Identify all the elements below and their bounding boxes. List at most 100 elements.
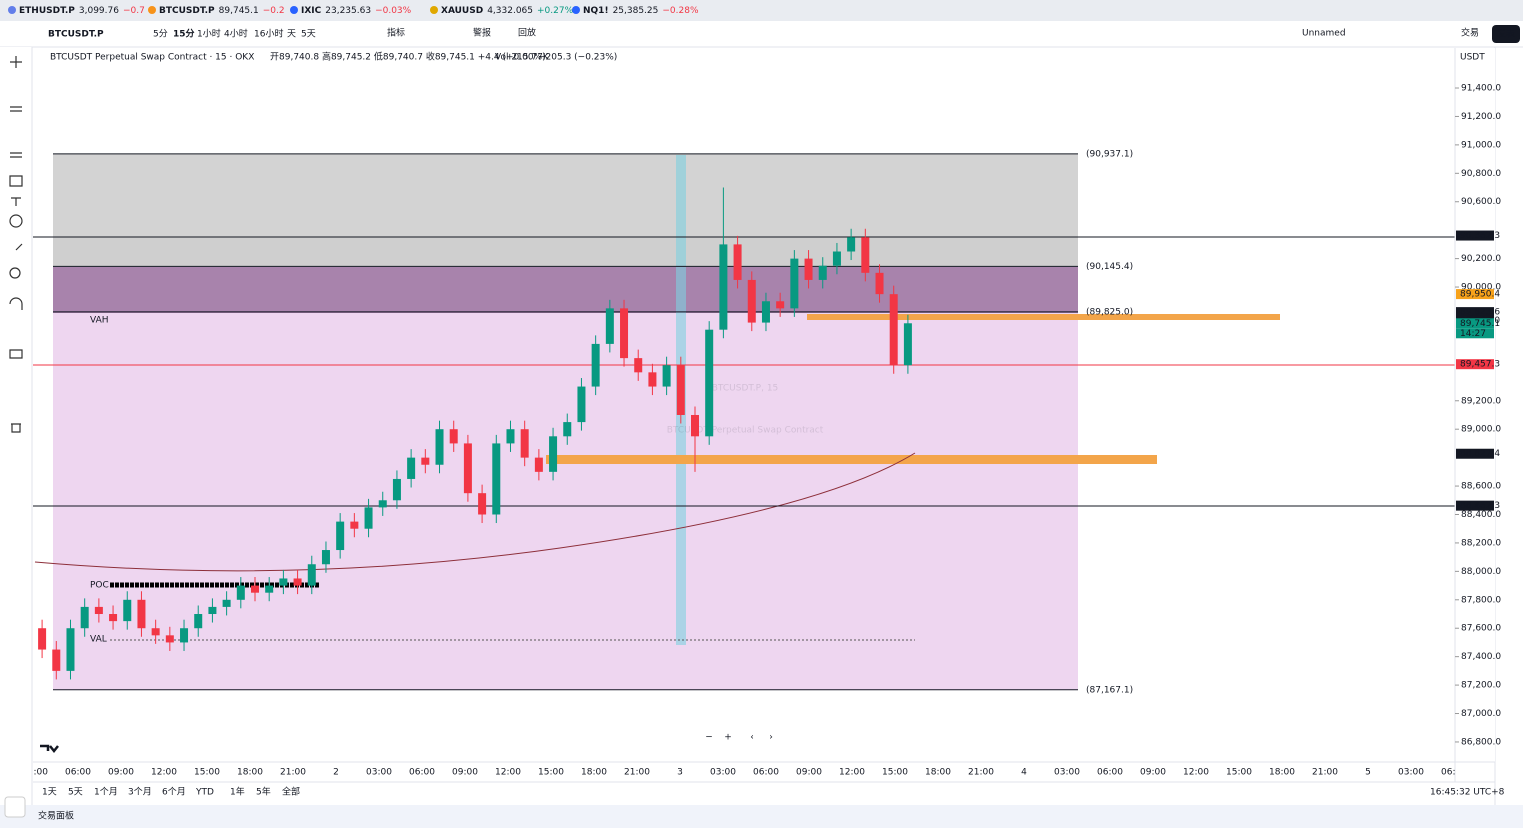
y-tick-label: 88,400.0 xyxy=(1461,510,1501,520)
tab-price: 23,235.63 xyxy=(325,6,371,16)
range-button[interactable]: 1个月 xyxy=(94,787,118,798)
interval[interactable]: 15分 xyxy=(173,28,195,40)
zoom-tool[interactable] xyxy=(9,267,21,279)
x-tick-label: 03:00 xyxy=(710,768,736,778)
tab-bar xyxy=(0,0,1523,21)
watermark-sub: BTCUSDT Perpetual Swap Contract xyxy=(667,426,824,436)
y-tick-label: 90,600.0 xyxy=(1461,197,1501,207)
volume: Vol 215.77K xyxy=(495,53,550,63)
interval[interactable]: 1小时 xyxy=(197,28,221,40)
price-badge-label: 89,457.3 xyxy=(1460,360,1500,370)
x-tick-label: 09:00 xyxy=(452,768,478,778)
x-tick-label: 15:00 xyxy=(1226,768,1252,778)
publish-button[interactable] xyxy=(1492,25,1520,43)
x-tick-label: 12:00 xyxy=(1183,768,1209,778)
emoji-tool[interactable] xyxy=(9,214,23,228)
tab-price: 4,332.065 xyxy=(487,6,533,16)
x-tick-label: 21:00 xyxy=(1312,768,1338,778)
x-tick-label: 03:00 xyxy=(22,768,48,778)
candle-body xyxy=(832,251,841,266)
tab-symbol: BTCUSDT.P xyxy=(159,6,215,16)
panel-tab[interactable]: 交易面板 xyxy=(38,810,74,822)
x-tick-label: 18:00 xyxy=(237,768,263,778)
publish[interactable]: 发表 xyxy=(1497,28,1515,40)
y-tick-label: 90,800.0 xyxy=(1461,169,1501,179)
tool-icons[interactable] xyxy=(9,56,23,251)
symbol-search[interactable]: BTCUSDT.P xyxy=(48,30,104,40)
candle-body xyxy=(52,649,61,671)
watermark: BTCUSDT.P, 15 xyxy=(712,384,779,394)
range-button[interactable]: 3个月 xyxy=(128,787,152,798)
candle-body xyxy=(265,585,274,593)
alerts[interactable]: 警报 xyxy=(473,27,491,39)
y-tick-label: 90,000.0 xyxy=(1461,283,1501,293)
tab[interactable]: XAUUSD 4,332.065 +0.27% xyxy=(441,6,574,16)
tab-icon xyxy=(572,6,580,14)
indicators[interactable]: 指标 xyxy=(387,27,405,39)
replay[interactable]: 回放 xyxy=(518,27,536,39)
y-tick-label: 87,800.0 xyxy=(1461,595,1501,605)
currency: USDT xyxy=(1460,53,1485,63)
interval[interactable]: 天 xyxy=(287,30,296,40)
candle-body xyxy=(761,301,770,323)
candle-body xyxy=(66,628,75,671)
tab[interactable]: NQ1! 25,385.25 −0.28% xyxy=(583,6,699,16)
countdown-bg xyxy=(1456,328,1494,339)
level-label: (90,937.1) xyxy=(1086,149,1133,159)
tab-change: −0.03% xyxy=(375,6,412,16)
tab[interactable]: IXIC 23,235.63 −0.03% xyxy=(301,6,412,16)
candle-body xyxy=(719,244,728,330)
poc-label: POC xyxy=(90,581,109,591)
tab[interactable]: ETHUSDT.P 3,099.76 −0.7 xyxy=(19,6,145,16)
zoom-in[interactable]: + xyxy=(724,733,732,743)
y-tick-label: 86,800.0 xyxy=(1461,737,1501,747)
tab-change: −0.7 xyxy=(123,6,145,16)
candle-body xyxy=(861,237,870,273)
candle-body xyxy=(463,443,472,494)
x-tick-label: 18:00 xyxy=(1269,768,1295,778)
candle-body xyxy=(478,493,487,515)
y-tick-label: 87,600.0 xyxy=(1461,624,1501,634)
tab[interactable]: BTCUSDT.P 89,745.1 −0.2 xyxy=(159,6,285,16)
range-button[interactable]: 全部 xyxy=(282,786,300,798)
price-badge xyxy=(1456,307,1494,318)
trade[interactable]: 交易 xyxy=(1461,27,1479,39)
level-label: (89,825.0) xyxy=(1086,307,1133,317)
x-tick-label: 3 xyxy=(677,768,683,778)
candle-body xyxy=(605,308,614,344)
range-button[interactable]: 5天 xyxy=(68,788,83,798)
left-tools xyxy=(4,56,26,818)
layout[interactable]: Unnamed xyxy=(1302,29,1346,39)
range-button[interactable]: 5年 xyxy=(256,786,271,798)
left-toolbar xyxy=(0,47,32,805)
x-tick-label: 03:00 xyxy=(366,768,392,778)
x-tick-label: 06:00 xyxy=(409,768,435,778)
price-badge xyxy=(1456,359,1494,370)
candle-body xyxy=(648,372,657,387)
candle-body xyxy=(634,358,643,373)
range-button[interactable]: 6个月 xyxy=(162,787,186,798)
scroll-right[interactable]: › xyxy=(769,733,773,743)
candle-body xyxy=(591,343,600,387)
x-tick-label: 06:00 xyxy=(1097,768,1123,778)
range-button[interactable]: 1年 xyxy=(230,786,245,798)
tool-icons[interactable] xyxy=(9,297,23,433)
candle-body xyxy=(676,365,685,415)
interval[interactable]: 16小时 xyxy=(254,28,283,40)
scroll-left[interactable]: ‹ xyxy=(750,733,754,743)
y-tick-label: 89,000.0 xyxy=(1461,425,1501,435)
interval[interactable]: 4小时 xyxy=(224,28,248,40)
x-tick-label: 15:00 xyxy=(194,768,220,778)
moving-average xyxy=(34,452,916,572)
x-tick-label: 06:00 xyxy=(753,768,779,778)
range-button[interactable]: YTD xyxy=(195,788,214,798)
interval[interactable]: 5天 xyxy=(301,30,316,40)
range-button[interactable]: 1天 xyxy=(42,788,57,798)
price-axis xyxy=(1455,48,1495,762)
candle-body xyxy=(691,414,699,437)
zoom-out[interactable]: − xyxy=(705,733,713,743)
candle-body xyxy=(208,606,217,615)
favorites[interactable] xyxy=(4,796,26,818)
interval[interactable]: 5分 xyxy=(153,29,168,40)
y-tick-label: 87,200.0 xyxy=(1461,681,1501,691)
